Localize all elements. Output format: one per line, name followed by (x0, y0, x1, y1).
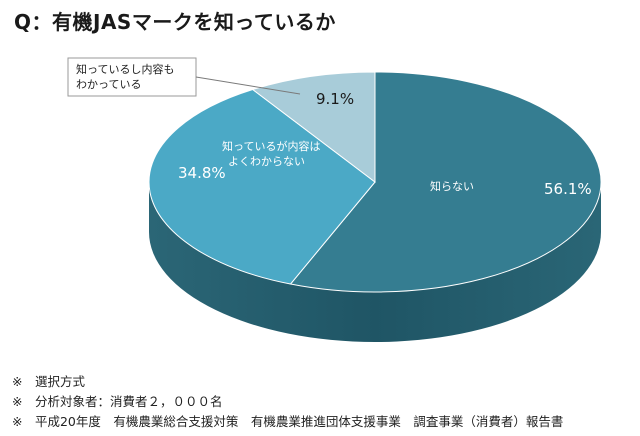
slice-label-2: 知っているが内容はよくわからない (222, 139, 320, 168)
footnote-source: ※ 平成20年度 有機農業総合支援対策 有機農業推進団体支援事業 調査事業（消費… (12, 414, 564, 429)
slice-label-3: 知っているし内容もわかっている (76, 62, 174, 91)
callout-leader-3 (195, 76, 301, 95)
chart-title: Q：有機JASマークを知っているか (14, 10, 336, 34)
pie-top-slices (148, 71, 602, 293)
slice-label-1: 知らない (430, 179, 474, 193)
pie-side-surface (149, 182, 601, 342)
footnotes: ※ 選択方式 ※ 分析対象者：消費者２，０００名 ※ 平成20年度 有機農業総合… (12, 372, 563, 432)
footnote-respondents: ※ 分析対象者：消費者２，０００名 (12, 394, 223, 409)
slice-value-3: 9.1% (316, 90, 354, 108)
slice-value-1: 56.1% (544, 180, 592, 198)
pie-side-wall (149, 182, 601, 342)
pie-slice-1 (289, 71, 602, 293)
callout-box-3 (67, 57, 197, 97)
pie-slice-3 (251, 71, 376, 184)
pie-slice-2 (148, 88, 376, 285)
slice-value-2: 34.8% (178, 164, 226, 182)
footnote-method: ※ 選択方式 (12, 374, 85, 389)
